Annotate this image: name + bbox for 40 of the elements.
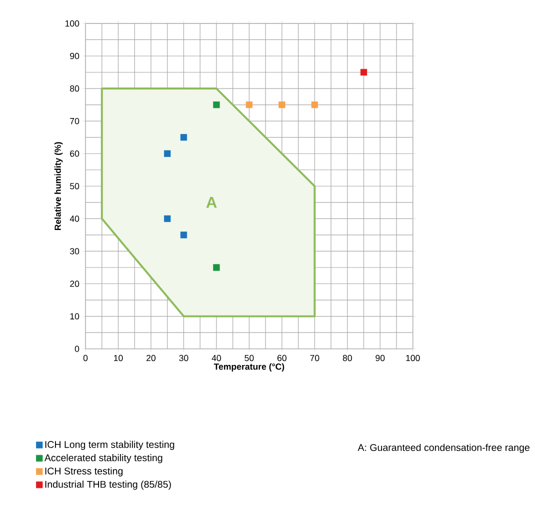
- y-tick-label: 40: [70, 216, 80, 222]
- point: [278, 102, 286, 108]
- point: [164, 150, 171, 158]
- x-tick-label: 30: [179, 355, 188, 362]
- point: [180, 232, 188, 238]
- y-tick-label: 90: [70, 52, 80, 60]
- x-tick-label: 10: [114, 355, 123, 362]
- legend-label: ICH Long term stability testing: [45, 440, 174, 450]
- x-axis-title: Temperature (°C): [214, 363, 284, 372]
- y-tick-label: 60: [70, 150, 80, 157]
- x-tick-label: 50: [244, 355, 254, 362]
- legend-label: Accelerated stability testing: [44, 454, 162, 464]
- point: [311, 102, 318, 108]
- legend-label: ICH Stress testing: [45, 467, 123, 477]
- y-tick-label: 70: [70, 118, 80, 124]
- x-tick-label: 20: [146, 355, 156, 362]
- x-tick-label: 40: [212, 355, 221, 362]
- y-tick-label: 50: [70, 183, 80, 190]
- y-tick-label: 100: [65, 20, 80, 27]
- x-tick-label: 90: [376, 355, 385, 362]
- point: [213, 264, 220, 271]
- annotation: A: [206, 197, 217, 208]
- point: [360, 69, 368, 76]
- point: [246, 102, 253, 108]
- y-tick-label: 10: [70, 313, 80, 320]
- x-tick-label: 80: [342, 355, 352, 362]
- x-tick-label: 60: [277, 355, 286, 362]
- y-axis-title: Relative humidity (%): [54, 142, 63, 230]
- text: A: Guaranteed condensation-free range: [358, 444, 530, 454]
- x-tick-label: 100: [406, 355, 420, 362]
- y-tick-label: 20: [70, 280, 80, 287]
- point: [164, 215, 171, 222]
- legend-label: Industrial THB testing (85/85): [45, 480, 171, 490]
- point: [180, 134, 188, 141]
- x-tick-label: 0: [83, 355, 88, 362]
- y-tick-label: 30: [70, 248, 80, 254]
- point: [213, 102, 220, 108]
- y-tick-label: 0: [74, 346, 80, 352]
- x-tick-label: 70: [310, 355, 320, 362]
- y-tick-label: 80: [70, 86, 80, 92]
